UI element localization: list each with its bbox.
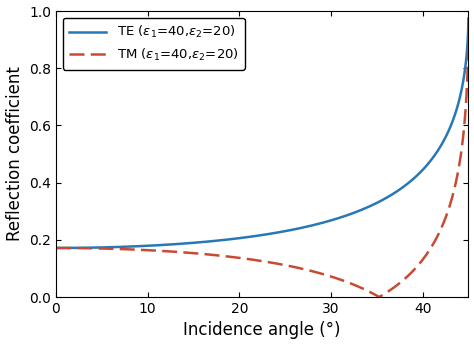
TE ($\epsilon_1$=40,$\epsilon_2$=20)	[457, 93, 463, 98]
TM ($\epsilon_1$=40,$\epsilon_2$=20)	[465, 24, 471, 28]
TM ($\epsilon_1$=40,$\epsilon_2$=20)	[100, 246, 106, 250]
TM ($\epsilon_1$=40,$\epsilon_2$=20)	[53, 246, 59, 250]
TE ($\epsilon_1$=40,$\epsilon_2$=20)	[100, 245, 106, 249]
TE ($\epsilon_1$=40,$\epsilon_2$=20)	[125, 245, 130, 249]
TE ($\epsilon_1$=40,$\epsilon_2$=20)	[211, 239, 217, 243]
TE ($\epsilon_1$=40,$\epsilon_2$=20)	[465, 17, 471, 21]
TE ($\epsilon_1$=40,$\epsilon_2$=20)	[53, 246, 59, 250]
TM ($\epsilon_1$=40,$\epsilon_2$=20)	[457, 156, 463, 160]
TM ($\epsilon_1$=40,$\epsilon_2$=20)	[376, 295, 382, 299]
Line: TM ($\epsilon_1$=40,$\epsilon_2$=20): TM ($\epsilon_1$=40,$\epsilon_2$=20)	[56, 26, 468, 297]
X-axis label: Incidence angle (°): Incidence angle (°)	[183, 322, 341, 339]
TE ($\epsilon_1$=40,$\epsilon_2$=20)	[229, 237, 235, 241]
TE ($\epsilon_1$=40,$\epsilon_2$=20)	[413, 175, 419, 179]
TM ($\epsilon_1$=40,$\epsilon_2$=20)	[229, 255, 235, 259]
TM ($\epsilon_1$=40,$\epsilon_2$=20)	[125, 247, 130, 252]
Line: TE ($\epsilon_1$=40,$\epsilon_2$=20): TE ($\epsilon_1$=40,$\epsilon_2$=20)	[56, 19, 468, 248]
Legend: TE ($\epsilon_1$=40,$\epsilon_2$=20), TM ($\epsilon_1$=40,$\epsilon_2$=20): TE ($\epsilon_1$=40,$\epsilon_2$=20), TM…	[63, 18, 245, 70]
TM ($\epsilon_1$=40,$\epsilon_2$=20)	[413, 266, 419, 270]
Y-axis label: Reflection coefficient: Reflection coefficient	[6, 67, 24, 241]
TM ($\epsilon_1$=40,$\epsilon_2$=20)	[211, 253, 217, 257]
